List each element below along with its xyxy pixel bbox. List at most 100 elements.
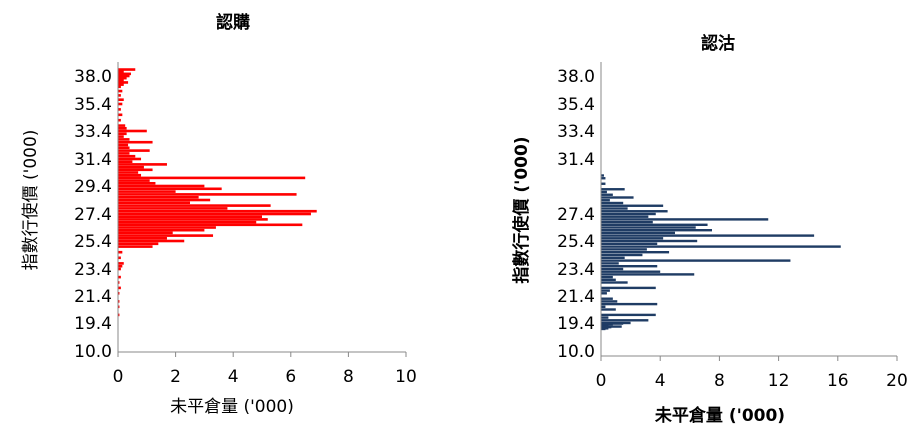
call-bar-27 xyxy=(118,154,136,158)
call-bar-13 xyxy=(118,108,121,111)
put-x-tick-label: 20 xyxy=(886,371,908,391)
put-bar-33 xyxy=(601,270,661,273)
call-bar-30 xyxy=(118,163,167,166)
put-bar-24 xyxy=(601,245,841,248)
put-x-tick-label: 8 xyxy=(714,371,725,391)
call-bar-31 xyxy=(118,165,144,169)
call-bars xyxy=(118,68,317,317)
call-bar-28 xyxy=(118,157,142,161)
call-x-tick-label: 6 xyxy=(285,367,296,387)
call-bar-47 xyxy=(118,209,317,213)
put-bar-16 xyxy=(601,223,708,226)
put-y-tick-label: 19.4 xyxy=(557,314,595,334)
call-bar-53 xyxy=(118,226,216,229)
call-y-tick-label: 33.4 xyxy=(74,122,112,142)
call-bar-12 xyxy=(118,102,123,106)
put-bar-36 xyxy=(601,278,616,281)
call-y-tick-label: 10.0 xyxy=(74,342,112,362)
put-y-tick-label: 10.0 xyxy=(557,342,595,362)
call-bar-25 xyxy=(118,149,150,152)
call-bar-57 xyxy=(118,237,167,240)
put-bar-13 xyxy=(601,215,649,218)
call-y-tick-label: 31.4 xyxy=(74,150,112,170)
call-x-tick-label: 2 xyxy=(170,367,181,387)
put-x-tick-label: 4 xyxy=(655,371,666,391)
call-y-tick-label: 38.0 xyxy=(74,67,112,87)
call-bar-10 xyxy=(118,94,121,97)
call-bar-55 xyxy=(118,231,173,235)
put-bar-6 xyxy=(601,196,634,199)
put-x-tick-label: 12 xyxy=(768,371,790,391)
put-bar-17 xyxy=(601,226,696,229)
call-bar-51 xyxy=(118,220,257,224)
call-bar-32 xyxy=(118,168,153,172)
put-bar-12 xyxy=(601,212,656,216)
call-bar-64 xyxy=(118,264,123,268)
call-chart: 認購 未平倉量 ('000) 指數行使價 ('000) 38.0 35.4 33.4… xyxy=(20,12,417,417)
put-bar-41 xyxy=(601,297,613,300)
call-bar-15 xyxy=(118,118,121,122)
call-bar-54 xyxy=(118,228,205,232)
put-bar-5 xyxy=(601,193,613,196)
put-bar-46 xyxy=(601,313,656,317)
put-bar-32 xyxy=(601,267,624,271)
call-y-tick-label: 23.4 xyxy=(74,260,112,280)
call-y-tick-label: 21.4 xyxy=(74,287,112,307)
put-bar-8 xyxy=(601,201,624,205)
put-y-tick-label: 38.0 xyxy=(557,67,595,87)
put-bar-38 xyxy=(601,286,656,290)
put-bar-22 xyxy=(601,239,698,243)
put-bar-25 xyxy=(601,248,647,251)
call-y-tick-label: 27.4 xyxy=(74,205,112,225)
put-bar-19 xyxy=(601,231,675,235)
call-bar-40 xyxy=(118,190,176,193)
call-bar-62 xyxy=(118,256,121,260)
put-bar-1 xyxy=(601,177,606,180)
put-bar-21 xyxy=(601,237,664,240)
call-bar-35 xyxy=(118,176,306,180)
call-y-tick-label: 29.4 xyxy=(74,177,112,197)
call-bar-72 xyxy=(118,313,120,317)
put-bar-26 xyxy=(601,251,670,254)
put-y-tick-label: 33.4 xyxy=(557,122,595,142)
put-y-axis-label: 指數行使價 ('000) xyxy=(511,136,532,283)
put-y-tick-label: 35.4 xyxy=(557,95,595,115)
call-chart-title: 認購 xyxy=(216,12,250,33)
call-bar-17 xyxy=(118,127,127,130)
put-bar-3 xyxy=(601,188,625,191)
call-bar-7 xyxy=(118,83,124,86)
put-bar-28 xyxy=(601,256,625,259)
put-y-tick-label: 27.4 xyxy=(557,205,595,225)
put-bar-9 xyxy=(601,204,664,207)
put-bar-48 xyxy=(601,319,649,322)
put-bar-42 xyxy=(601,300,618,303)
call-bar-29 xyxy=(118,160,133,163)
put-y-ticks: 38.0 35.4 33.4 31.4 27.4 25.4 23.4 21.4 19.4 10.0 xyxy=(557,67,595,362)
put-bar-4 xyxy=(601,190,607,194)
call-bar-46 xyxy=(118,207,228,210)
put-chart-title: 認沽 xyxy=(701,33,735,54)
call-bar-71 xyxy=(118,305,120,309)
call-bar-0 xyxy=(118,68,136,71)
put-bar-0 xyxy=(601,174,604,177)
call-bar-4 xyxy=(118,76,127,80)
put-bar-45 xyxy=(601,308,616,311)
call-x-tick-label: 4 xyxy=(228,367,239,387)
call-bar-41 xyxy=(118,193,297,196)
put-bar-11 xyxy=(601,210,668,213)
put-bar-30 xyxy=(601,262,619,265)
call-bar-33 xyxy=(118,171,139,174)
call-bar-22 xyxy=(118,140,153,144)
put-x-tick-label: 16 xyxy=(827,371,849,391)
put-bar-15 xyxy=(601,220,653,224)
call-bar-50 xyxy=(118,218,268,221)
call-bar-42 xyxy=(118,195,199,199)
call-bar-65 xyxy=(118,267,121,271)
call-x-tick-label: 0 xyxy=(113,367,124,387)
call-bar-37 xyxy=(118,182,156,185)
call-x-axis-label: 未平倉量 ('000) xyxy=(170,397,294,417)
put-bar-37 xyxy=(601,281,628,284)
call-bar-69 xyxy=(118,292,120,295)
put-y-tick-label: 23.4 xyxy=(557,260,595,280)
